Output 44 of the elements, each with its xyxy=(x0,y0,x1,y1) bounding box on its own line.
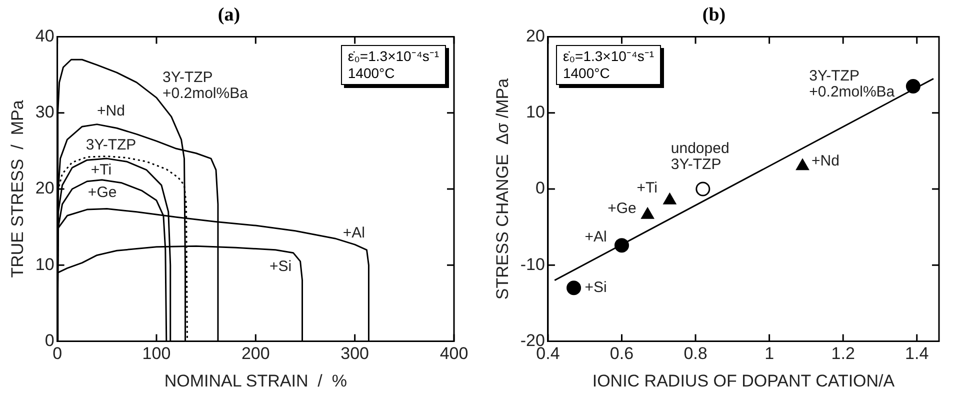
chart-title: (b) xyxy=(702,4,726,26)
series-label: +Ti xyxy=(636,180,658,197)
y-tick-label: 0 xyxy=(536,178,545,198)
x-tick-label: 0.6 xyxy=(610,344,634,364)
y-tick-label: 20 xyxy=(526,26,545,46)
annotation: 1400°C xyxy=(348,64,396,82)
x-tick-label: 1.2 xyxy=(831,344,855,364)
y-tick-label: 40 xyxy=(35,26,54,46)
x-axis-title: NOMINAL STRAIN / % xyxy=(164,371,347,390)
y-tick-label: 20 xyxy=(35,178,54,198)
series-label: +Al xyxy=(584,228,607,246)
series-label: 3Y-TZP +0.2mol%Ba xyxy=(809,67,896,100)
x-tick-label: 1.4 xyxy=(905,344,929,364)
series-label: +Nd xyxy=(96,102,125,120)
x-tick-label: 400 xyxy=(440,344,468,364)
annotation: ε̇₀=1.3×10⁻⁴s⁻¹ xyxy=(562,48,654,65)
x-tick-label: 0.8 xyxy=(684,344,708,364)
note-box: ε̇₀=1.3×10⁻⁴s⁻¹ 1400°C xyxy=(340,44,446,85)
series-label: 3Y-TZP xyxy=(86,136,136,154)
y-tick-label: 10 xyxy=(526,102,545,122)
y-tick-label: -10 xyxy=(520,254,545,274)
x-tick-label: 100 xyxy=(142,344,171,364)
series-label: +Ge xyxy=(608,200,636,218)
series-label: +Si xyxy=(269,258,292,276)
chart-title: (a) xyxy=(218,4,240,26)
series-label: +Ti xyxy=(90,162,112,179)
y-axis-title: STRESS CHANGE Δσ /MPa xyxy=(492,78,512,300)
series-label: +Si xyxy=(584,279,607,296)
y-tick-label: 30 xyxy=(35,102,54,122)
x-tick-label: 200 xyxy=(241,344,270,364)
series-label: +Ge xyxy=(88,184,117,202)
y-tick-label: 0 xyxy=(44,330,54,350)
series-label: +Al xyxy=(342,224,365,242)
note-box: ε̇₀=1.3×10⁻⁴s⁻¹ 1400°C xyxy=(556,44,662,85)
series-label: 3Y-TZP +0.2mol%Ba xyxy=(162,68,249,102)
y-axis-title: TRUE STRESS / MPa xyxy=(8,100,27,278)
annotation: 1400°C xyxy=(562,64,611,82)
x-tick-label: 300 xyxy=(340,344,370,364)
x-axis-title: IONIC RADIUS OF DOPANT CATION/A xyxy=(592,371,896,390)
annotation: ε̇₀=1.3×10⁻⁴s⁻¹ xyxy=(348,48,439,65)
series-label: undoped 3Y-TZP xyxy=(670,140,730,174)
y-tick-label: 10 xyxy=(35,254,54,274)
x-tick-label: 1 xyxy=(764,344,774,364)
series-label: +Nd xyxy=(812,152,840,170)
